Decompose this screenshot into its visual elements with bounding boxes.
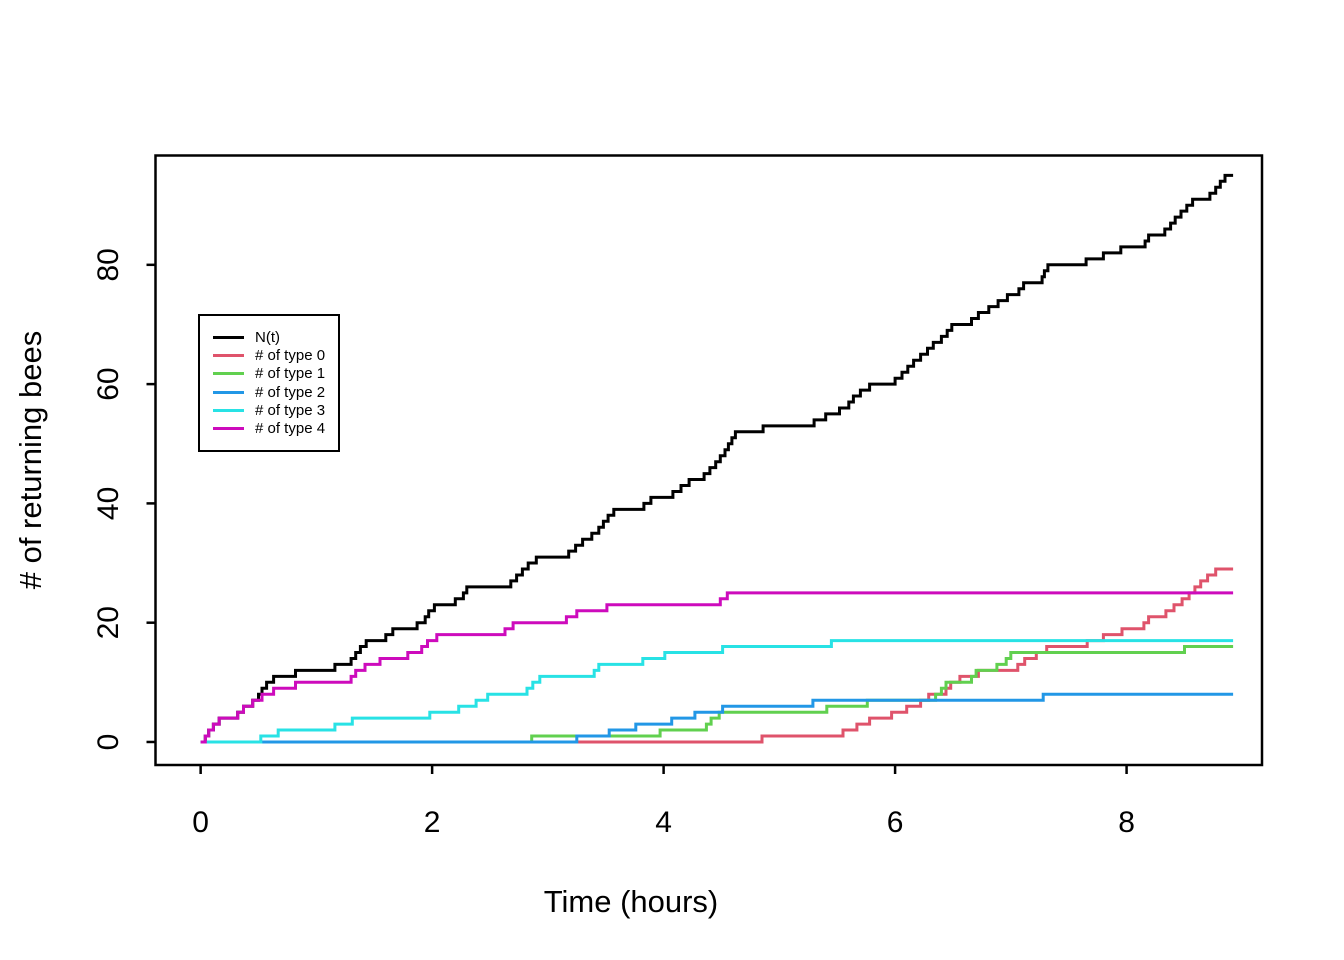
- legend: N(t) # of type 0 # of type 1 # of type 2 # o…: [198, 314, 340, 452]
- y-tick-label: 80: [92, 248, 125, 281]
- series-line-of-type-1: [200, 645, 1234, 744]
- legend-item-2: # of type 1: [213, 365, 338, 383]
- y-tick-label: 20: [92, 606, 125, 639]
- legend-line-swatch: [213, 427, 244, 431]
- legend-item-1: # of type 0: [213, 346, 338, 364]
- x-tick-label: 0: [192, 806, 209, 839]
- legend-line-swatch: [213, 353, 244, 357]
- series-line-of-type-3: [200, 639, 1234, 744]
- series-line-n-t: [200, 173, 1234, 744]
- series-line-of-type-4: [200, 591, 1234, 744]
- y-axis-title: # of returning bees: [13, 330, 48, 590]
- legend-label: N(t): [255, 328, 280, 346]
- x-tick-label: 2: [424, 806, 441, 839]
- y-tick-label: 40: [92, 487, 125, 520]
- series-line-of-type-0: [200, 567, 1234, 744]
- legend-line-swatch: [213, 372, 244, 376]
- legend-label: # of type 1: [255, 365, 326, 383]
- legend-item-4: # of type 3: [213, 401, 338, 419]
- plot-frame: [154, 154, 1264, 767]
- x-axis-title: Time (hours): [543, 884, 719, 919]
- y-tick-label: 60: [92, 367, 125, 400]
- legend-line-swatch: [213, 335, 244, 339]
- x-tick-label: 8: [1118, 806, 1135, 839]
- legend-label: # of type 0: [255, 346, 326, 364]
- series-line-of-type-2: [200, 692, 1234, 744]
- legend-label: # of type 4: [255, 420, 326, 438]
- y-tick-label: 0: [92, 734, 125, 751]
- legend-item-5: # of type 4: [213, 420, 338, 438]
- legend-line-swatch: [213, 409, 244, 413]
- x-tick-label: 4: [655, 806, 672, 839]
- legend-label: # of type 3: [255, 402, 326, 420]
- legend-label: # of type 2: [255, 383, 326, 401]
- legend-item-0: N(t): [213, 328, 338, 346]
- x-tick-label: 6: [887, 806, 904, 839]
- legend-item-3: # of type 2: [213, 383, 338, 401]
- legend-line-swatch: [213, 390, 244, 394]
